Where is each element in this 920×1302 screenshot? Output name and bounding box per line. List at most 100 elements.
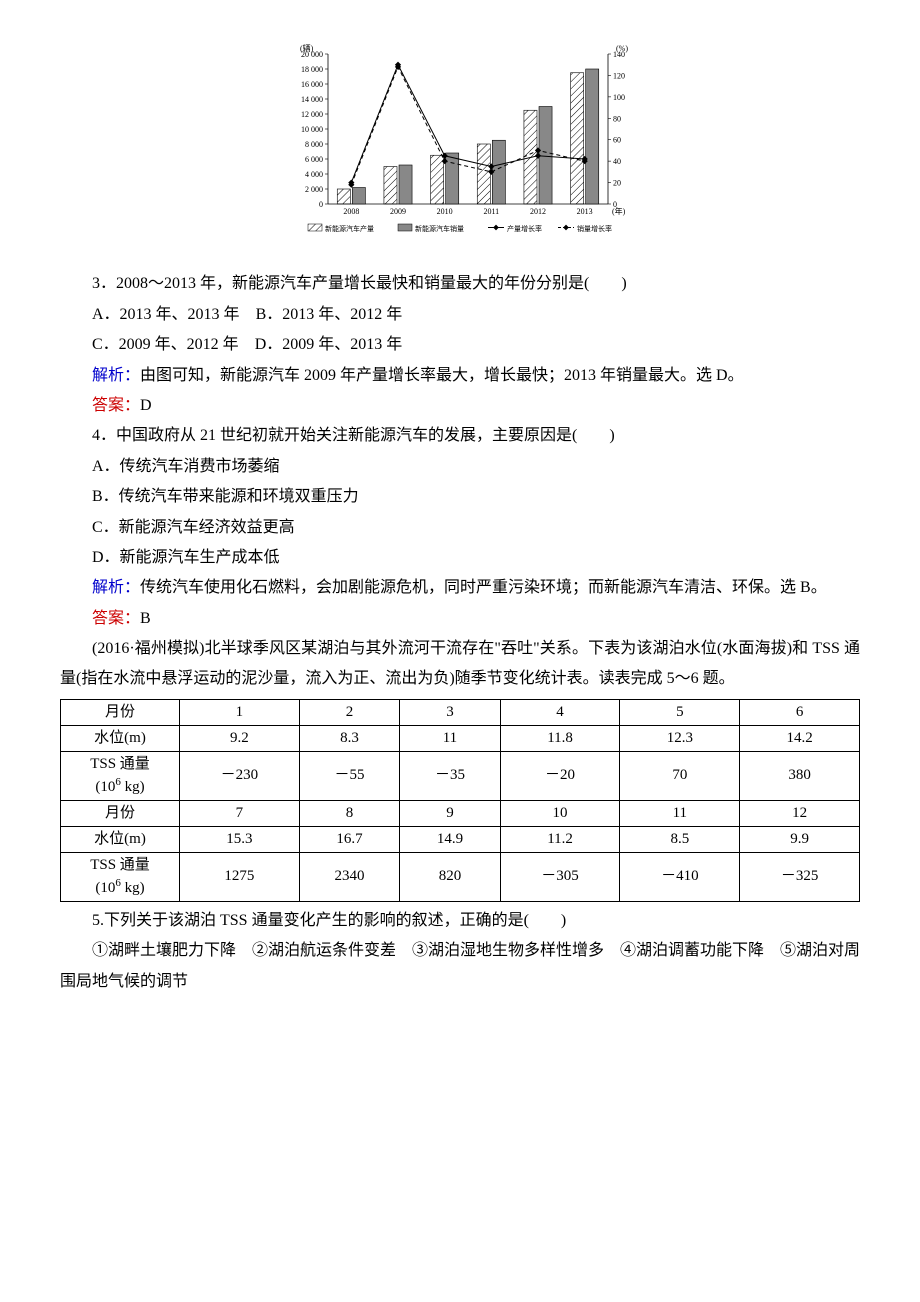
svg-text:80: 80 [613,114,621,123]
svg-text:8 000: 8 000 [305,140,323,149]
q3-opt-a: A．2013 年、2013 年 [92,306,240,323]
cell: 1 [180,699,300,725]
cell: 4 [500,699,620,725]
row-label-tss: TSS 通量(106 kg) [61,852,180,901]
svg-text:16 000: 16 000 [301,80,323,89]
svg-text:2008: 2008 [343,207,359,216]
svg-text:(辆): (辆) [300,43,314,53]
svg-text:(年): (年) [612,206,626,216]
cell: 11.8 [500,725,620,751]
q5-stem: 5.下列关于该湖泊 TSS 通量变化产生的影响的叙述，正确的是( ) [60,906,860,936]
svg-text:新能源汽车产量: 新能源汽车产量 [325,224,374,233]
row-label-month: 月份 [61,800,180,826]
svg-text:60: 60 [613,136,621,145]
cell: －55 [299,751,399,800]
q4-opt-d: D．新能源汽车生产成本低 [60,543,860,573]
svg-text:0: 0 [319,200,323,209]
q5-options: ①湖畔土壤肥力下降 ②湖泊航运条件变差 ③湖泊湿地生物多样性增多 ④湖泊调蓄功能… [60,936,860,997]
cell: 9.9 [740,826,860,852]
q4-opt-b: B．传统汽车带来能源和环境双重压力 [60,482,860,512]
cell: 1275 [180,852,300,901]
q3-ans-text: D [140,397,152,414]
table-row: 月份 7 8 9 10 11 12 [61,800,860,826]
cell: 9 [400,800,500,826]
svg-text:120: 120 [613,71,625,80]
cell: 15.3 [180,826,300,852]
svg-text:6 000: 6 000 [305,155,323,164]
table-row: TSS 通量(106 kg) －230 －55 －35 －20 70 380 [61,751,860,800]
cell: 5 [620,699,740,725]
row-label-tss: TSS 通量(106 kg) [61,751,180,800]
passage-text: (2016·福州模拟)北半球季风区某湖泊与其外流河干流存在"吞吐"关系。下表为该… [60,634,860,695]
q4-exp-text: 传统汽车使用化石燃料，会加剧能源危机，同时严重污染环境；而新能源汽车清洁、环保。… [140,579,827,596]
svg-text:2010: 2010 [437,207,453,216]
svg-text:10 000: 10 000 [301,125,323,134]
svg-text:销量增长率: 销量增长率 [577,224,612,233]
explanation-label: 解析： [92,367,140,384]
cell: 8.5 [620,826,740,852]
cell: 2340 [299,852,399,901]
svg-text:2012: 2012 [530,207,546,216]
svg-text:(%): (%) [616,44,628,53]
cell: 16.7 [299,826,399,852]
q4-opt-c: C．新能源汽车经济效益更高 [60,513,860,543]
cell: 820 [400,852,500,901]
q3-exp-text: 由图可知，新能源汽车 2009 年产量增长率最大，增长最快；2013 年销量最大… [140,367,744,384]
ev-chart: 0 2 000 4 000 6 000 8 000 10 000 12 000 14 000 1… [280,40,640,250]
q3-opt-c: C．2009 年、2012 年 [92,336,239,353]
cell: 7 [180,800,300,826]
q3-stem: 3．2008～2013 年，新能源汽车产量增长最快和销量最大的年份分别是( ) [60,269,860,299]
svg-text:14 000: 14 000 [301,95,323,104]
cell: －410 [620,852,740,901]
svg-text:新能源汽车销量: 新能源汽车销量 [415,224,464,233]
svg-text:40: 40 [613,157,621,166]
row-label-level: 水位(m) [61,725,180,751]
cell: 11 [620,800,740,826]
row-label-level: 水位(m) [61,826,180,852]
cell: 2 [299,699,399,725]
cell: 70 [620,751,740,800]
q3-answer: 答案：D [60,391,860,421]
svg-text:100: 100 [613,93,625,102]
q4-ans-text: B [140,610,151,627]
answer-label: 答案： [92,610,140,627]
cell: 9.2 [180,725,300,751]
cell: 11 [400,725,500,751]
cell: 8 [299,800,399,826]
q4-stem: 4．中国政府从 21 世纪初就开始关注新能源汽车的发展，主要原因是( ) [60,421,860,451]
cell: 6 [740,699,860,725]
svg-text:4 000: 4 000 [305,170,323,179]
table-row: 水位(m) 9.2 8.3 11 11.8 12.3 14.2 [61,725,860,751]
row-label-month: 月份 [61,699,180,725]
cell: －230 [180,751,300,800]
data-table: 月份 1 2 3 4 5 6 水位(m) 9.2 8.3 11 11.8 12.… [60,699,860,902]
svg-text:2009: 2009 [390,207,406,216]
svg-text:2 000: 2 000 [305,185,323,194]
cell: －305 [500,852,620,901]
q4-answer: 答案：B [60,604,860,634]
svg-text:20: 20 [613,179,621,188]
cell: 3 [400,699,500,725]
cell: 380 [740,751,860,800]
q3-options-row2: C．2009 年、2012 年 D．2009 年、2013 年 [60,330,860,360]
cell: －20 [500,751,620,800]
q3-opt-d: D．2009 年、2013 年 [255,336,403,353]
cell: 11.2 [500,826,620,852]
q3-opt-b: B．2013 年、2012 年 [256,306,403,323]
cell: －35 [400,751,500,800]
cell: 8.3 [299,725,399,751]
table-row: 月份 1 2 3 4 5 6 [61,699,860,725]
chart-container: 0 2 000 4 000 6 000 8 000 10 000 12 000 14 000 1… [60,40,860,261]
table-row: TSS 通量(106 kg) 1275 2340 820 －305 －410 －… [61,852,860,901]
cell: 14.9 [400,826,500,852]
explanation-label: 解析： [92,579,140,596]
cell: －325 [740,852,860,901]
svg-text:18 000: 18 000 [301,65,323,74]
svg-text:2011: 2011 [483,207,499,216]
svg-text:12 000: 12 000 [301,110,323,119]
cell: 10 [500,800,620,826]
q4-opt-a: A．传统汽车消费市场萎缩 [60,452,860,482]
q3-explanation: 解析：由图可知，新能源汽车 2009 年产量增长率最大，增长最快；2013 年销… [60,361,860,391]
cell: 12 [740,800,860,826]
q3-options-row1: A．2013 年、2013 年 B．2013 年、2012 年 [60,300,860,330]
